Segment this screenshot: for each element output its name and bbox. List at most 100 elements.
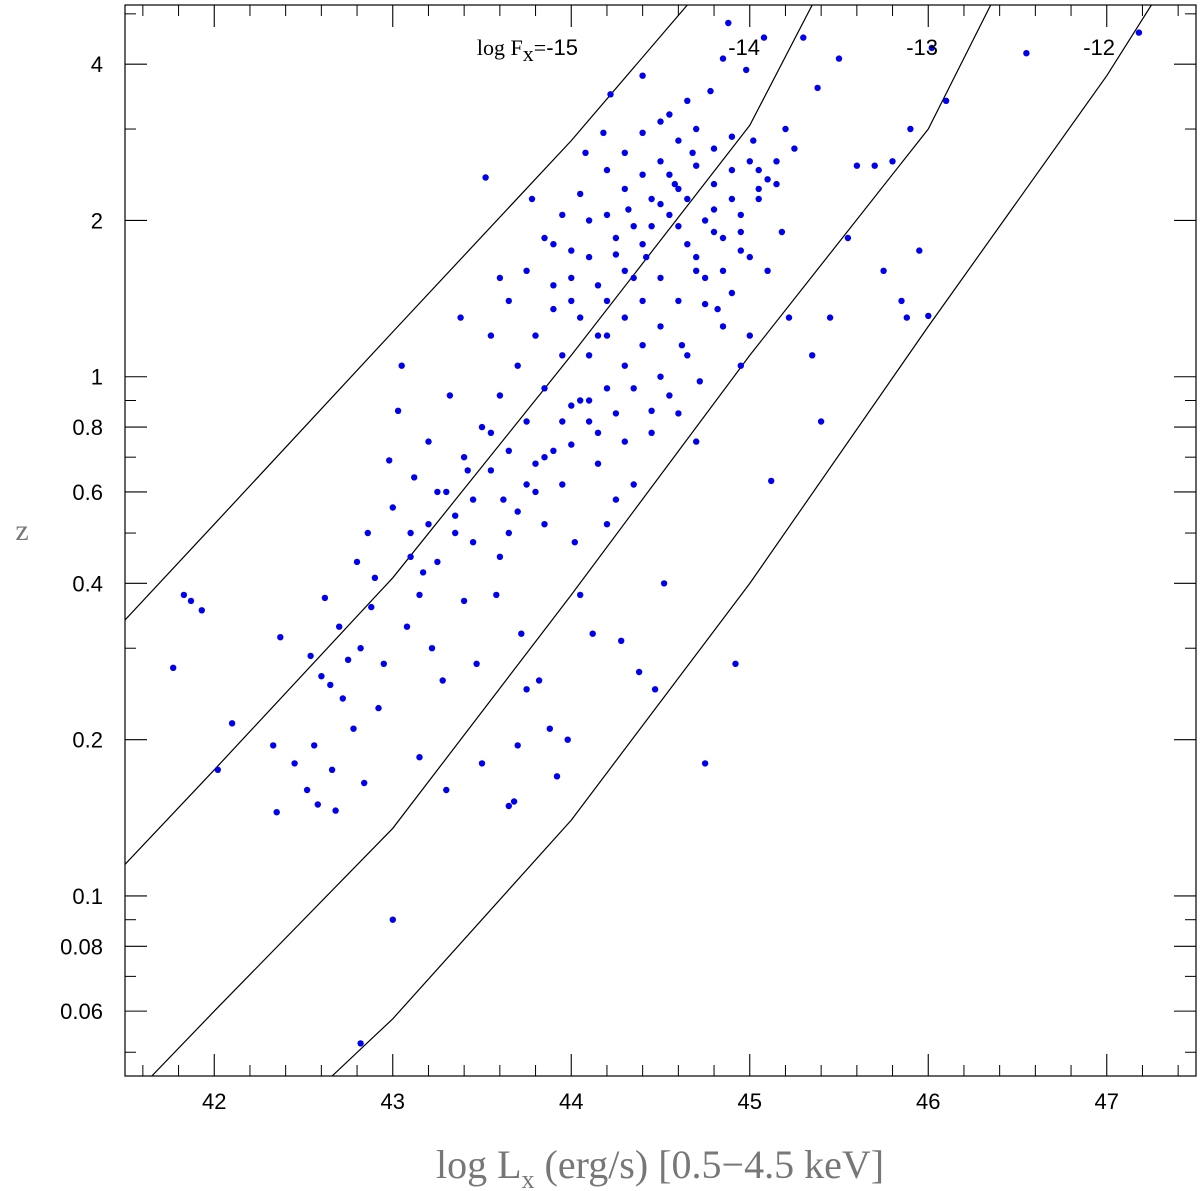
data-point bbox=[559, 481, 566, 488]
data-point bbox=[648, 429, 655, 436]
data-point bbox=[603, 297, 611, 305]
data-point bbox=[707, 87, 714, 95]
flux-label: -12 bbox=[1083, 35, 1115, 60]
data-point bbox=[657, 158, 664, 165]
data-point bbox=[648, 223, 655, 230]
data-point bbox=[728, 133, 736, 140]
data-point bbox=[487, 429, 495, 436]
data-point bbox=[621, 314, 628, 321]
data-point bbox=[898, 297, 905, 305]
data-point bbox=[532, 460, 539, 467]
data-point bbox=[214, 766, 221, 773]
data-point bbox=[746, 158, 753, 165]
data-point bbox=[657, 373, 664, 380]
data-point bbox=[487, 467, 495, 474]
data-point bbox=[889, 158, 896, 165]
data-point bbox=[621, 185, 628, 193]
data-point bbox=[339, 695, 346, 702]
data-point bbox=[585, 397, 593, 404]
data-point bbox=[701, 217, 709, 224]
data-point bbox=[621, 149, 628, 156]
data-point bbox=[510, 798, 518, 805]
data-point bbox=[701, 300, 709, 308]
data-point bbox=[541, 521, 548, 528]
data-point bbox=[389, 916, 396, 923]
data-point bbox=[880, 267, 887, 274]
y-tick-label: 1 bbox=[91, 365, 103, 390]
y-tick-label: 0.4 bbox=[72, 571, 103, 596]
data-point bbox=[600, 129, 607, 136]
plot-frame bbox=[124, 4, 1197, 1077]
data-point bbox=[621, 267, 628, 274]
data-point bbox=[684, 97, 691, 105]
data-point bbox=[460, 454, 468, 461]
data-point bbox=[625, 206, 632, 213]
data-point bbox=[311, 742, 318, 749]
data-point bbox=[371, 574, 379, 581]
data-point bbox=[675, 185, 682, 193]
data-point bbox=[394, 407, 402, 414]
axis-ticks bbox=[125, 5, 1196, 1076]
data-point bbox=[478, 760, 486, 767]
y-tick-label: 2 bbox=[91, 208, 103, 233]
data-point bbox=[585, 352, 593, 359]
data-point bbox=[746, 332, 753, 339]
data-point bbox=[532, 488, 539, 496]
data-point bbox=[594, 429, 602, 436]
data-point bbox=[493, 591, 500, 599]
data-point bbox=[523, 418, 530, 425]
data-point bbox=[523, 481, 530, 488]
data-point bbox=[696, 378, 703, 385]
data-point bbox=[469, 496, 477, 503]
data-point bbox=[568, 441, 575, 448]
data-point bbox=[675, 223, 682, 230]
data-point bbox=[416, 591, 423, 599]
data-point bbox=[344, 656, 352, 663]
data-point bbox=[737, 211, 744, 219]
data-point bbox=[411, 474, 418, 481]
data-point bbox=[577, 591, 584, 599]
data-point bbox=[630, 274, 637, 282]
data-point bbox=[514, 508, 521, 515]
data-point bbox=[666, 392, 673, 399]
data-point bbox=[328, 766, 336, 773]
data-point bbox=[612, 234, 620, 242]
data-point bbox=[577, 397, 584, 404]
data-point bbox=[603, 521, 611, 528]
data-point bbox=[1023, 50, 1030, 57]
data-point bbox=[535, 677, 543, 684]
data-point bbox=[603, 385, 611, 392]
data-point bbox=[732, 660, 739, 667]
data-point bbox=[630, 223, 637, 230]
data-point bbox=[814, 84, 821, 92]
data-point bbox=[568, 297, 575, 305]
data-point bbox=[318, 673, 325, 680]
data-point bbox=[826, 314, 834, 321]
data-point bbox=[505, 297, 512, 305]
data-point bbox=[773, 180, 780, 188]
data-point bbox=[568, 274, 575, 282]
data-point bbox=[719, 55, 727, 62]
data-point bbox=[737, 247, 744, 254]
data-point bbox=[375, 704, 382, 712]
data-point bbox=[303, 786, 311, 794]
data-point bbox=[518, 630, 525, 637]
data-point bbox=[630, 385, 637, 392]
data-point bbox=[755, 195, 762, 203]
data-point bbox=[478, 423, 486, 431]
data-point bbox=[589, 630, 596, 637]
data-point bbox=[487, 332, 495, 339]
flux-line bbox=[125, 5, 813, 865]
data-point bbox=[671, 180, 678, 188]
data-point bbox=[764, 267, 771, 274]
data-point bbox=[170, 664, 177, 671]
data-point bbox=[764, 176, 771, 183]
data-point bbox=[407, 553, 414, 560]
data-point bbox=[785, 314, 793, 321]
data-point bbox=[791, 145, 798, 152]
data-point bbox=[564, 736, 571, 743]
flux-label: -14 bbox=[728, 35, 760, 60]
y-tick-label: 0.1 bbox=[72, 884, 103, 909]
data-point bbox=[452, 512, 459, 519]
